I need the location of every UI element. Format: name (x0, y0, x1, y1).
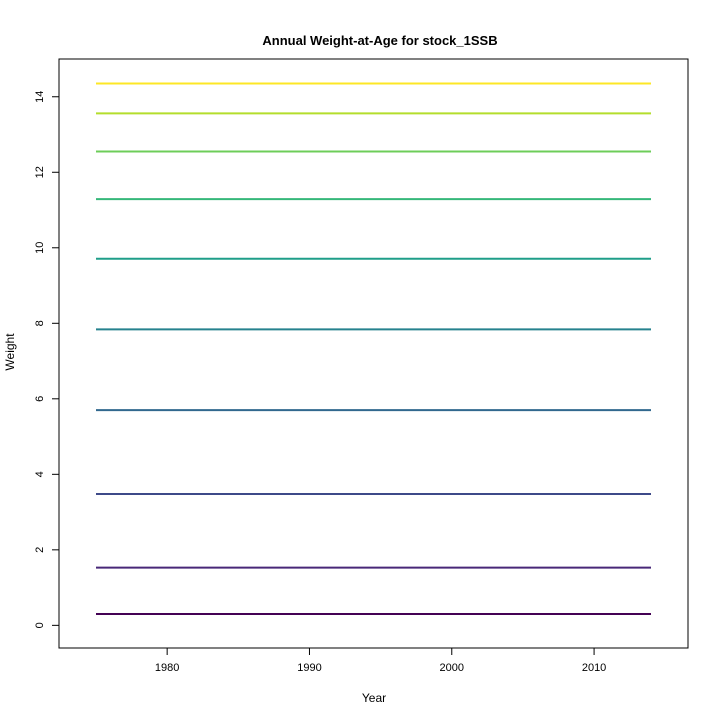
x-tick-label: 2000 (440, 662, 464, 674)
x-axis: 1980 1990 2000 2010 (155, 647, 606, 674)
y-tick-label: 14 (34, 91, 46, 103)
x-axis-label: Year (362, 691, 386, 705)
y-tick-label: 10 (34, 242, 46, 254)
y-tick-label: 0 (34, 622, 46, 628)
x-tick-label: 1990 (297, 662, 321, 674)
series-group (96, 82, 651, 616)
y-axis-label: Weight (3, 333, 17, 371)
plot-area (58, 58, 689, 649)
y-tick-label: 12 (34, 166, 46, 178)
y-tick-label: 8 (34, 320, 46, 326)
x-tick-label: 2010 (582, 662, 606, 674)
y-axis: 0 2 4 6 8 10 12 14 (34, 91, 60, 628)
x-tick-label: 1980 (155, 662, 179, 674)
y-tick-label: 2 (34, 547, 46, 553)
chart-title: Annual Weight-at-Age for stock_1SSB (262, 33, 497, 48)
y-tick-label: 4 (34, 471, 46, 477)
y-tick-label: 6 (34, 396, 46, 402)
